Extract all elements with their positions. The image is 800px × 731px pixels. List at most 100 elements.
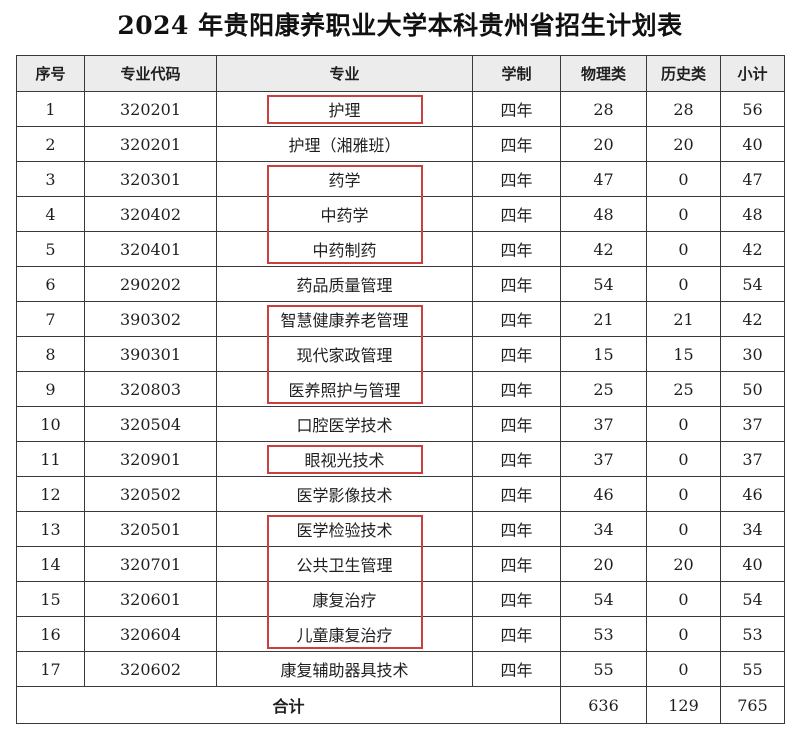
table-row: 13 320501 医学检验技术 四年 34 0 34 (16, 511, 785, 547)
table-row: 15 320601 康复治疗 四年 54 0 54 (16, 581, 785, 617)
table-row: 4 320402 中药学 四年 48 0 48 (16, 196, 785, 232)
cell-code: 320402 (84, 196, 217, 232)
cell-duration: 四年 (472, 266, 561, 302)
cell-code: 320201 (84, 126, 217, 162)
table-row: 16 320604 儿童康复治疗 四年 53 0 53 (16, 616, 785, 652)
cell-history: 0 (646, 266, 721, 302)
cell-subtotal: 37 (720, 406, 785, 442)
cell-physics: 54 (560, 581, 647, 617)
table-row: 12 320502 医学影像技术 四年 46 0 46 (16, 476, 785, 512)
cell-code: 320401 (84, 231, 217, 267)
cell-subtotal: 56 (720, 91, 785, 127)
cell-physics: 20 (560, 126, 647, 162)
cell-duration: 四年 (472, 91, 561, 127)
table-row: 14 320701 公共卫生管理 四年 20 20 40 (16, 546, 785, 582)
cell-major: 药品质量管理 (216, 266, 473, 302)
cell-major: 医学影像技术 (216, 476, 473, 512)
highlight-box (266, 304, 423, 404)
cell-duration: 四年 (472, 196, 561, 232)
cell-subtotal: 55 (720, 651, 785, 687)
cell-physics: 25 (560, 371, 647, 407)
total-history: 129 (646, 686, 721, 724)
cell-history: 0 (646, 511, 721, 547)
total-physics: 636 (560, 686, 647, 724)
cell-major: 中药制药 (216, 231, 473, 267)
cell-history: 0 (646, 441, 721, 477)
highlight-box (266, 444, 423, 474)
cell-major: 护理（湘雅班） (216, 126, 473, 162)
cell-major: 康复治疗 (216, 581, 473, 617)
cell-history: 28 (646, 91, 721, 127)
cell-subtotal: 40 (720, 126, 785, 162)
cell-code: 390301 (84, 336, 217, 372)
cell-physics: 53 (560, 616, 647, 652)
cell-history: 0 (646, 616, 721, 652)
cell-code: 320701 (84, 546, 217, 582)
cell-subtotal: 47 (720, 161, 785, 197)
cell-duration: 四年 (472, 161, 561, 197)
cell-duration: 四年 (472, 406, 561, 442)
cell-code: 320901 (84, 441, 217, 477)
cell-index: 5 (16, 231, 85, 267)
cell-physics: 48 (560, 196, 647, 232)
column-header-subtotal: 小计 (720, 55, 785, 92)
cell-duration: 四年 (472, 126, 561, 162)
cell-code: 320301 (84, 161, 217, 197)
total-label: 合计 (16, 686, 561, 724)
column-header-physics: 物理类 (560, 55, 647, 92)
cell-duration: 四年 (472, 371, 561, 407)
column-header-duration: 学制 (472, 55, 561, 92)
table-row: 6 290202 药品质量管理 四年 54 0 54 (16, 266, 785, 302)
cell-subtotal: 54 (720, 266, 785, 302)
cell-subtotal: 34 (720, 511, 785, 547)
highlight-box (266, 94, 423, 124)
cell-subtotal: 42 (720, 301, 785, 337)
total-subtotal: 765 (720, 686, 785, 724)
cell-subtotal: 48 (720, 196, 785, 232)
cell-index: 6 (16, 266, 85, 302)
cell-index: 13 (16, 511, 85, 547)
cell-code: 320601 (84, 581, 217, 617)
cell-major: 口腔医学技术 (216, 406, 473, 442)
cell-major: 儿童康复治疗 (216, 616, 473, 652)
cell-duration: 四年 (472, 511, 561, 547)
cell-duration: 四年 (472, 476, 561, 512)
cell-subtotal: 30 (720, 336, 785, 372)
cell-index: 17 (16, 651, 85, 687)
cell-index: 14 (16, 546, 85, 582)
column-header-major: 专业 (216, 55, 473, 92)
cell-physics: 54 (560, 266, 647, 302)
cell-physics: 46 (560, 476, 647, 512)
cell-history: 20 (646, 126, 721, 162)
cell-index: 4 (16, 196, 85, 232)
cell-duration: 四年 (472, 336, 561, 372)
cell-physics: 37 (560, 406, 647, 442)
cell-physics: 55 (560, 651, 647, 687)
table-row: 5 320401 中药制药 四年 42 0 42 (16, 231, 785, 267)
cell-subtotal: 42 (720, 231, 785, 267)
cell-index: 8 (16, 336, 85, 372)
cell-major: 公共卫生管理 (216, 546, 473, 582)
column-header-index: 序号 (16, 55, 85, 92)
cell-subtotal: 50 (720, 371, 785, 407)
cell-code: 320604 (84, 616, 217, 652)
cell-index: 16 (16, 616, 85, 652)
table-header-row: 序号 专业代码 专业 学制 物理类 历史类 小计 (16, 55, 785, 92)
cell-physics: 34 (560, 511, 647, 547)
cell-subtotal: 46 (720, 476, 785, 512)
highlight-box (266, 514, 423, 649)
highlight-box (266, 164, 423, 264)
cell-index: 9 (16, 371, 85, 407)
table-row: 10 320504 口腔医学技术 四年 37 0 37 (16, 406, 785, 442)
table-row: 8 390301 现代家政管理 四年 15 15 30 (16, 336, 785, 372)
cell-code: 290202 (84, 266, 217, 302)
cell-history: 0 (646, 651, 721, 687)
cell-duration: 四年 (472, 301, 561, 337)
cell-code: 390302 (84, 301, 217, 337)
cell-physics: 15 (560, 336, 647, 372)
table-row: 17 320602 康复辅助器具技术 四年 55 0 55 (16, 651, 785, 687)
cell-history: 15 (646, 336, 721, 372)
cell-history: 0 (646, 406, 721, 442)
cell-history: 0 (646, 231, 721, 267)
cell-duration: 四年 (472, 441, 561, 477)
